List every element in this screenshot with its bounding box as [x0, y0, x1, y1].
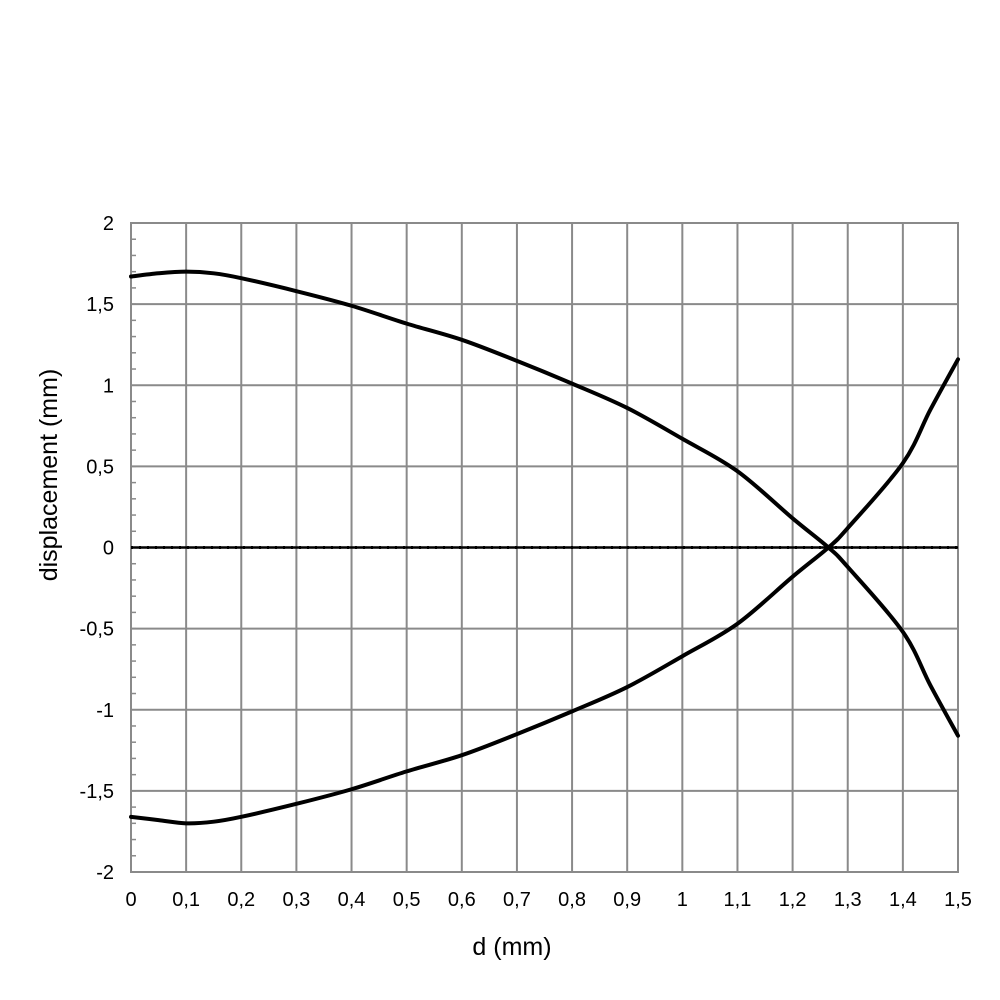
x-tick-label: 0,4 [338, 889, 366, 911]
x-tick-label: 0 [125, 889, 136, 911]
y-axis-title: displacement (mm) [35, 369, 63, 582]
x-tick-label: 0,1 [172, 889, 200, 911]
x-tick-label: 1,3 [834, 889, 862, 911]
y-tick-label: -1 [96, 700, 114, 722]
x-tick-label: 0,9 [613, 889, 641, 911]
series-line-1 [129, 269, 960, 738]
x-tick-label: 1,5 [944, 889, 972, 911]
y-tick-label: 0,5 [86, 456, 114, 478]
y-tick-label: 1 [103, 375, 114, 397]
y-tick-labels: 2 1,5 1 0,5 0 -0,5 -1 -1,5 -2 [80, 213, 114, 884]
series-line-2 [129, 357, 960, 826]
x-tick-label: 0,6 [448, 889, 476, 911]
x-tick-label: 0,3 [282, 889, 310, 911]
series-lines [129, 269, 960, 826]
y-tick-label: -2 [96, 862, 114, 884]
x-tick-labels: 0 0,1 0,2 0,3 0,4 0,5 0,6 0,7 0,8 0,9 1 1,1 1,2 1,3 1,… [125, 889, 971, 911]
y-tick-label: 0 [103, 538, 114, 560]
x-tick-label: 0,5 [393, 889, 421, 911]
y-tick-label: 1,5 [86, 294, 114, 316]
x-tick-label: 1,1 [724, 889, 752, 911]
x-tick-label: 1,4 [889, 889, 917, 911]
x-tick-label: 1 [677, 889, 688, 911]
y-tick-label: -0,5 [80, 619, 114, 641]
x-tick-label: 0,8 [558, 889, 586, 911]
x-axis-title: d (mm) [472, 933, 551, 961]
x-tick-label: 1,2 [779, 889, 807, 911]
x-tick-label: 0,2 [227, 889, 255, 911]
y-tick-label: -1,5 [80, 781, 114, 803]
x-tick-label: 0,7 [503, 889, 531, 911]
y-tick-label: 2 [103, 213, 114, 235]
